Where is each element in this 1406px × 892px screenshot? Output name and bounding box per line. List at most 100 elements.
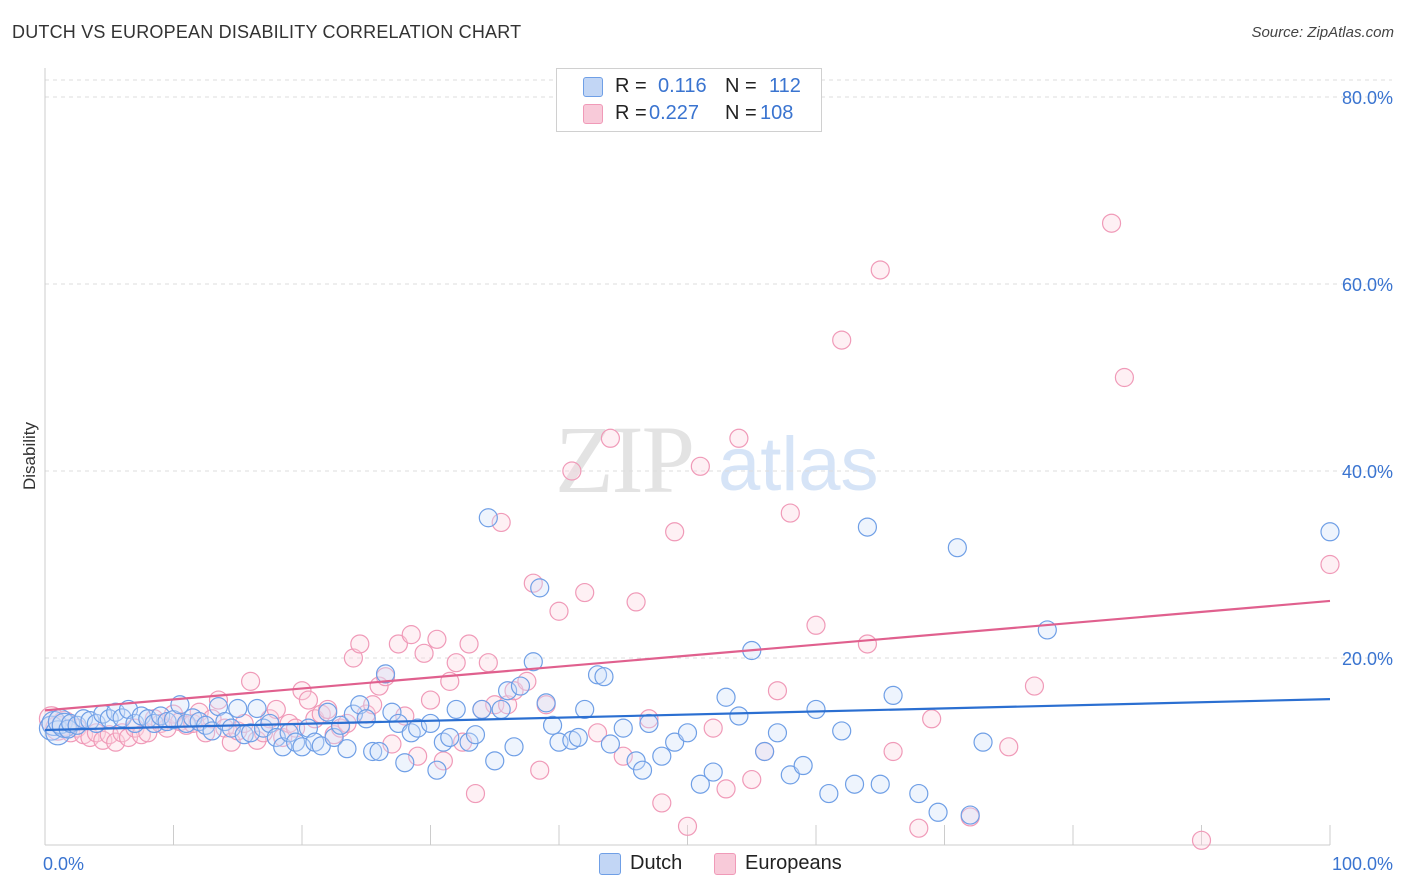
europeans-point xyxy=(549,601,569,621)
x-tick-label-max: 100.0% xyxy=(1332,854,1393,874)
dutch-point xyxy=(350,695,370,715)
dutch-point xyxy=(806,699,826,720)
europeans-point xyxy=(562,461,582,481)
dutch-point xyxy=(568,727,588,748)
dutch-point xyxy=(504,737,524,757)
legend-r-value: 0.116 xyxy=(658,75,707,97)
watermark: ZIP atlas xyxy=(555,406,879,513)
dutch-point xyxy=(266,727,286,748)
dutch-point xyxy=(632,760,653,780)
europeans-point xyxy=(478,653,498,673)
legend-r-label: R = xyxy=(615,75,647,97)
dutch-point xyxy=(478,508,498,528)
dutch-point xyxy=(491,699,511,720)
y-tick-label: 80.0% xyxy=(1342,88,1393,108)
europeans-point xyxy=(652,793,672,813)
dutch-swatch xyxy=(583,77,603,97)
dutch-point xyxy=(690,774,710,794)
europeans-point xyxy=(883,741,903,762)
dutch-point xyxy=(716,687,736,707)
watermark-zip: ZIP xyxy=(555,406,693,513)
europeans-point xyxy=(922,709,942,729)
dutch-point xyxy=(408,718,428,738)
europeans-point xyxy=(266,699,286,720)
europeans-legend-label: Europeans xyxy=(745,852,842,874)
dutch-point xyxy=(909,783,929,804)
y-axis-label: Disability xyxy=(20,421,39,490)
europeans-point xyxy=(767,681,788,701)
europeans-point xyxy=(742,769,762,790)
europeans-point xyxy=(1101,213,1122,233)
x-tick-label-min: 0.0% xyxy=(43,854,84,874)
dutch-point xyxy=(523,652,543,672)
dutch-point xyxy=(440,727,460,748)
europeans-point xyxy=(1320,554,1340,575)
dutch-point xyxy=(780,765,800,785)
europeans-point xyxy=(729,428,749,448)
legend-n-value: 112 xyxy=(769,75,801,97)
dutch-point xyxy=(241,723,261,743)
dutch-point xyxy=(1320,522,1340,542)
dutch-point xyxy=(337,739,357,759)
dutch-point xyxy=(857,517,878,537)
chart-title: DUTCH VS EUROPEAN DISABILITY CORRELATION… xyxy=(12,22,522,42)
europeans-point xyxy=(780,503,800,523)
europeans-point xyxy=(613,746,633,766)
europeans-point xyxy=(292,681,312,701)
dutch-point xyxy=(510,676,531,696)
dutch-point xyxy=(247,698,267,719)
europeans-point xyxy=(690,456,710,476)
europeans-point xyxy=(260,709,280,729)
europeans-point xyxy=(1024,676,1045,696)
dutch-point xyxy=(530,578,550,598)
dutch-point xyxy=(498,681,518,701)
dutch-point xyxy=(472,699,492,720)
europeans-point xyxy=(388,634,408,654)
y-tick-label: 40.0% xyxy=(1342,462,1393,482)
dutch-point xyxy=(420,713,441,734)
legend-r-value: 0.227 xyxy=(649,102,700,124)
europeans-point xyxy=(870,260,890,280)
europeans-point xyxy=(459,634,479,654)
dutch-point xyxy=(652,746,672,766)
dutch-point xyxy=(228,698,248,719)
europeans-point xyxy=(420,690,441,710)
dutch-point xyxy=(677,723,698,743)
legend-n-label: N = xyxy=(725,102,757,124)
europeans-point xyxy=(626,592,646,612)
europeans-point xyxy=(999,737,1019,757)
europeans-point xyxy=(677,816,698,836)
europeans-point xyxy=(298,690,319,710)
europeans-point xyxy=(343,648,363,668)
dutch-point xyxy=(832,721,852,741)
dutch-point xyxy=(626,751,646,771)
dutch-point xyxy=(729,706,749,726)
europeans-point xyxy=(433,751,453,771)
dutch-point xyxy=(446,699,466,720)
dutch-trend-line xyxy=(44,698,1331,732)
dutch-point xyxy=(324,727,344,748)
y-tick-label: 20.0% xyxy=(1342,649,1393,669)
europeans-swatch xyxy=(583,104,603,124)
dutch-point xyxy=(388,713,408,734)
legend-n-value: 108 xyxy=(760,102,794,124)
dutch-point xyxy=(613,718,633,738)
dutch-point xyxy=(639,713,659,734)
dutch-point xyxy=(465,725,486,745)
dutch-point xyxy=(594,667,614,687)
europeans-point xyxy=(665,522,685,542)
source-label: Source: ZipAtlas.com xyxy=(1251,24,1394,41)
europeans-legend-swatch xyxy=(714,853,736,875)
europeans-point xyxy=(1114,367,1135,388)
trend-lines xyxy=(44,599,1331,732)
dutch-point xyxy=(459,732,479,752)
dutch-point xyxy=(318,702,338,722)
gridlines xyxy=(45,79,1392,659)
dutch-point xyxy=(819,783,839,804)
dutch-legend-label: Dutch xyxy=(630,852,683,874)
dutch-point xyxy=(575,699,595,720)
dutch-point xyxy=(395,753,415,773)
europeans-point xyxy=(241,671,261,691)
europeans-point xyxy=(909,818,929,838)
dutch-point xyxy=(363,741,383,762)
